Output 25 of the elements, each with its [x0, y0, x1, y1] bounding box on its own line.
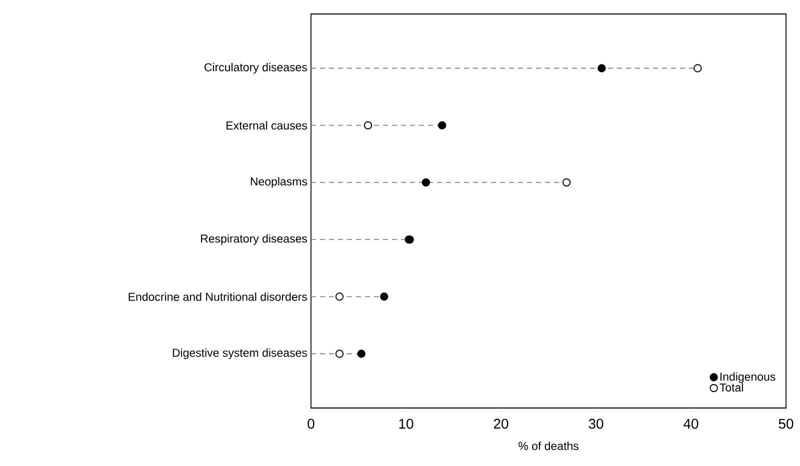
point: [335, 292, 344, 301]
point: [380, 292, 388, 301]
x-axis-title: % of deaths: [518, 442, 578, 450]
x-tick-label: 40: [684, 418, 698, 429]
y-tick-label: Neoplasms: [250, 177, 308, 188]
x-tick-label: 10: [399, 418, 414, 429]
point: [357, 350, 366, 358]
point: [422, 178, 430, 187]
legend-label: Indigenous: [720, 372, 776, 384]
legend-label: Total: [720, 383, 743, 392]
y-tick-label: Circulatory diseases: [204, 62, 308, 74]
y-tick-label: Digestive system diseases: [172, 348, 308, 360]
x-tick-label: 20: [494, 418, 508, 429]
point: [438, 121, 446, 130]
point: [598, 64, 606, 72]
point: [562, 178, 571, 187]
x-tick-label: 50: [778, 418, 794, 429]
point: [335, 350, 344, 358]
x-tick-label: 30: [588, 418, 604, 429]
y-tick-label: Respiratory diseases: [201, 234, 308, 245]
y-tick-label: External causes: [226, 121, 308, 130]
point: [694, 64, 702, 72]
y-tick-label: Endocrine and Nutritional disorders: [128, 292, 308, 301]
x-tick-label: 0: [308, 418, 314, 429]
point: [364, 121, 372, 130]
